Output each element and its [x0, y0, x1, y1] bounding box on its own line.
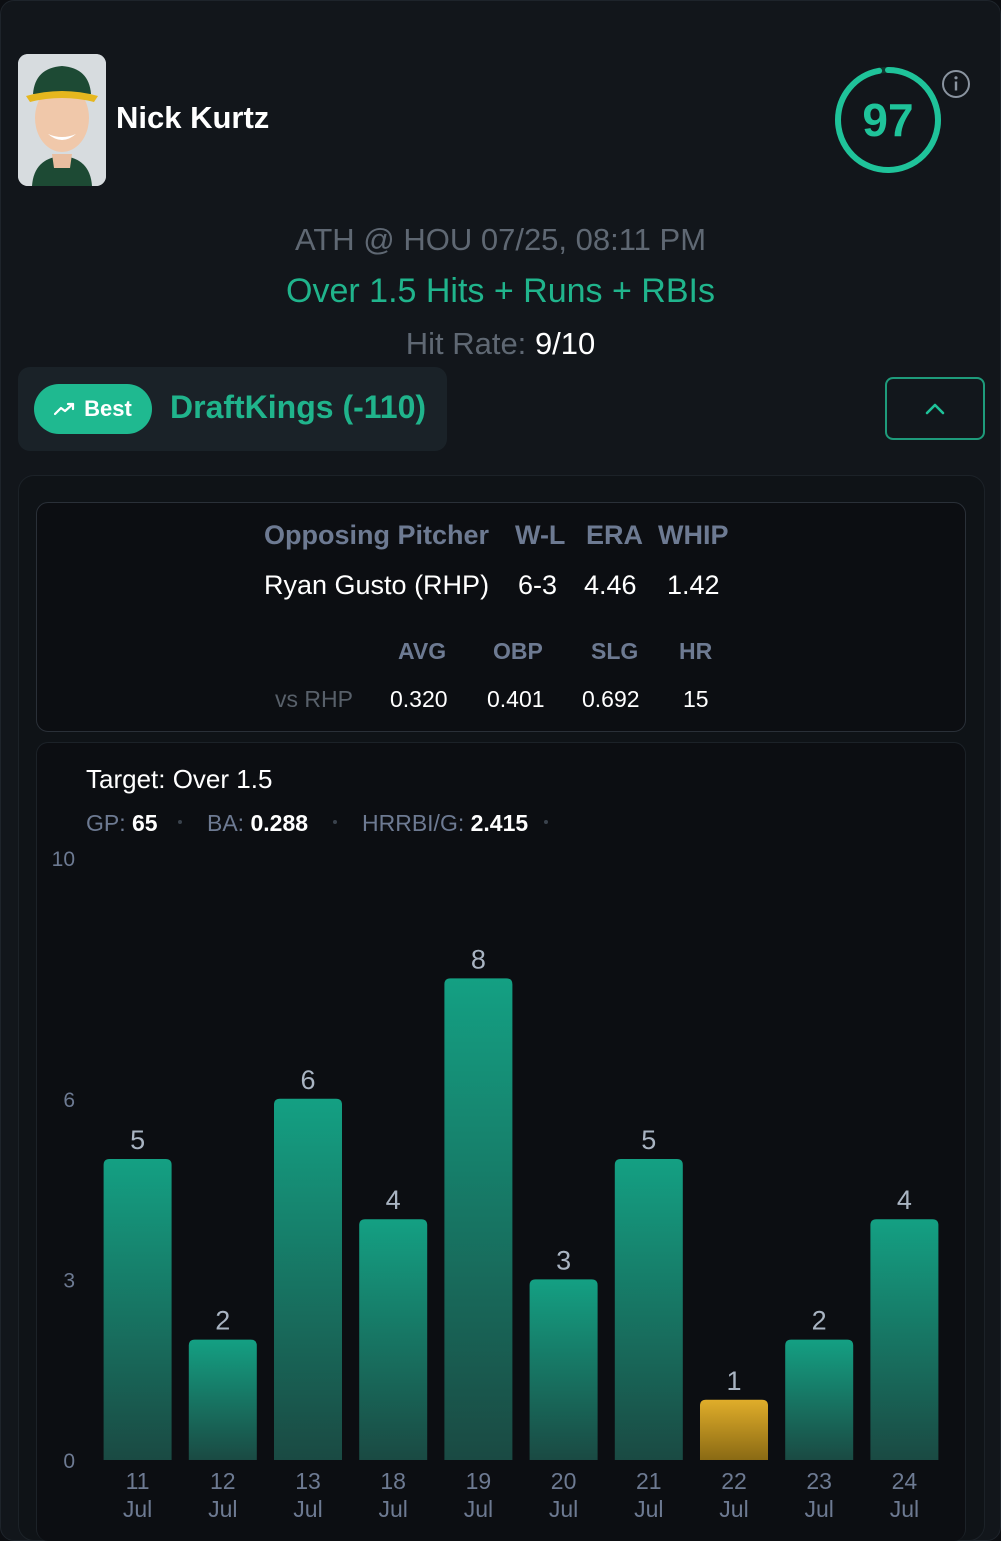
separator-dot [178, 820, 182, 824]
chart-bar [359, 1219, 428, 1460]
stat-gp: GP: 65 [86, 810, 158, 837]
confidence-score-badge: 97 [832, 64, 944, 176]
split-header-slg: SLG [591, 638, 639, 664]
split-obp: 0.401 [487, 686, 545, 712]
bar-value-label: 4 [386, 1185, 401, 1215]
pitcher-header-whip: WHIP [658, 520, 729, 550]
confidence-score-value: 97 [862, 94, 914, 146]
chart-bar [103, 1159, 172, 1460]
bar-value-label: 5 [641, 1125, 656, 1155]
split-row-label: vs RHP [275, 686, 353, 712]
split-header-obp: OBP [493, 638, 543, 664]
y-tick-label: 6 [63, 1089, 75, 1112]
x-tick-label: 21 [636, 1468, 662, 1494]
y-tick-label: 3 [63, 1269, 75, 1292]
stat-gp-value: 65 [132, 810, 158, 836]
chart-bar [529, 1279, 598, 1460]
bar-value-label: 2 [215, 1306, 230, 1336]
info-icon[interactable] [941, 69, 971, 99]
x-tick-label: Jul [890, 1496, 919, 1522]
separator-dot [333, 820, 337, 824]
best-badge: Best [34, 384, 152, 434]
chart-bar [188, 1339, 257, 1460]
split-avg: 0.320 [390, 686, 448, 712]
split-slg: 0.692 [582, 686, 640, 712]
chevron-up-icon [925, 403, 945, 414]
x-tick-label: Jul [634, 1496, 663, 1522]
prop-line: Over 1.5 Hits + Runs + RBIs [286, 272, 715, 310]
separator-dot [544, 820, 548, 824]
bar-value-label: 5 [130, 1125, 145, 1155]
pitcher-whip: 1.42 [667, 570, 720, 600]
bar-value-label: 8 [471, 944, 486, 974]
bar-value-label: 6 [300, 1065, 315, 1095]
y-tick-label: 10 [52, 848, 75, 871]
pitcher-header-name: Opposing Pitcher [264, 520, 490, 550]
x-tick-label: 20 [551, 1468, 577, 1494]
bar-value-label: 1 [726, 1366, 741, 1396]
split-hr: 15 [683, 686, 709, 712]
game-matchup: ATH @ HOU 07/25, 08:11 PM [294, 222, 707, 257]
x-tick-label: Jul [719, 1496, 748, 1522]
stat-gp-label: GP: [86, 810, 126, 836]
bar-value-label: 3 [556, 1245, 571, 1275]
x-tick-label: 18 [380, 1468, 406, 1494]
stat-ba-value: 0.288 [250, 810, 309, 836]
stat-ba: BA: 0.288 [207, 810, 308, 837]
x-tick-label: 11 [126, 1468, 150, 1494]
chart-bar [614, 1159, 683, 1460]
x-tick-label: Jul [123, 1496, 152, 1522]
pitcher-header-era: ERA [586, 520, 644, 550]
stat-hrrbi: HRRBI/G: 2.415 [362, 810, 528, 837]
x-tick-label: Jul [378, 1496, 407, 1522]
x-tick-label: Jul [804, 1496, 833, 1522]
chart-bar [700, 1399, 768, 1460]
x-tick-label: 23 [806, 1468, 832, 1494]
x-tick-label: Jul [464, 1496, 493, 1522]
x-tick-label: 12 [210, 1468, 236, 1494]
chart-bar [444, 978, 513, 1460]
x-tick-label: 24 [892, 1468, 918, 1494]
trending-up-icon [54, 402, 75, 416]
x-tick-label: 22 [721, 1468, 747, 1494]
stat-ba-label: BA: [207, 810, 245, 836]
chart-bar [274, 1098, 342, 1460]
best-badge-label: Best [84, 396, 132, 421]
player-name: Nick Kurtz [116, 100, 270, 135]
chart-bar [870, 1219, 939, 1460]
y-tick-label: 0 [63, 1450, 75, 1473]
split-header-avg: AVG [398, 638, 447, 664]
x-tick-label: Jul [549, 1496, 578, 1522]
x-tick-label: 19 [466, 1468, 492, 1494]
split-header-hr: HR [679, 638, 713, 664]
stat-hrrbi-value: 2.415 [470, 810, 529, 836]
bar-value-label: 2 [812, 1306, 827, 1336]
pitcher-wl: 6-3 [518, 570, 558, 600]
pitcher-header-wl: W-L [515, 520, 566, 550]
opposing-pitcher-box [36, 502, 966, 732]
stat-hrrbi-label: HRRBI/G: [362, 810, 465, 836]
collapse-button[interactable] [885, 377, 985, 440]
hit-rate-label: Hit Rate: [405, 326, 527, 361]
x-tick-label: 13 [295, 1468, 321, 1494]
bar-value-label: 4 [897, 1185, 912, 1215]
best-book-bar[interactable]: Best DraftKings (-110) [18, 367, 447, 451]
hit-rate-value: 9/10 [534, 326, 596, 361]
player-avatar [18, 54, 106, 186]
chart-bar [785, 1339, 854, 1460]
pitcher-era: 4.46 [584, 570, 637, 600]
score-ring [835, 67, 941, 173]
hit-rate: Hit Rate: 9/10 [0, 326, 1001, 362]
x-tick-label: Jul [208, 1496, 237, 1522]
x-tick-label: Jul [293, 1496, 322, 1522]
pitcher-name: Ryan Gusto (RHP) [264, 570, 490, 600]
target-label: Target: Over 1.5 [86, 764, 273, 794]
sportsbook-odds: DraftKings (-110) [170, 389, 427, 425]
